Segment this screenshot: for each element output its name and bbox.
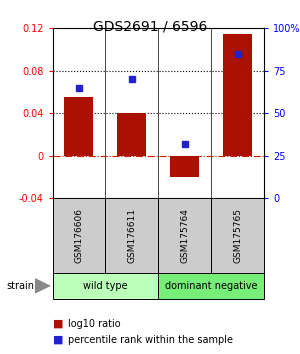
- Text: log10 ratio: log10 ratio: [68, 319, 120, 329]
- Text: GDS2691 / 6596: GDS2691 / 6596: [93, 19, 207, 34]
- Bar: [64, 97, 94, 156]
- Bar: [52, 273, 158, 299]
- Bar: [170, 156, 199, 177]
- Bar: [223, 34, 252, 156]
- Text: GSM176611: GSM176611: [127, 208, 136, 263]
- Bar: [211, 198, 264, 273]
- Text: percentile rank within the sample: percentile rank within the sample: [68, 335, 232, 345]
- Text: ■: ■: [52, 335, 63, 345]
- Text: dominant negative: dominant negative: [165, 281, 257, 291]
- Text: strain: strain: [6, 281, 34, 291]
- Bar: [52, 198, 105, 273]
- Text: GSM176606: GSM176606: [74, 208, 83, 263]
- Bar: [117, 113, 146, 156]
- Text: GSM175764: GSM175764: [180, 208, 189, 263]
- Bar: [158, 198, 211, 273]
- Text: GSM175765: GSM175765: [233, 208, 242, 263]
- Text: wild type: wild type: [83, 281, 128, 291]
- Text: ■: ■: [52, 319, 63, 329]
- Bar: [158, 273, 264, 299]
- Bar: [105, 198, 158, 273]
- Polygon shape: [34, 278, 51, 294]
